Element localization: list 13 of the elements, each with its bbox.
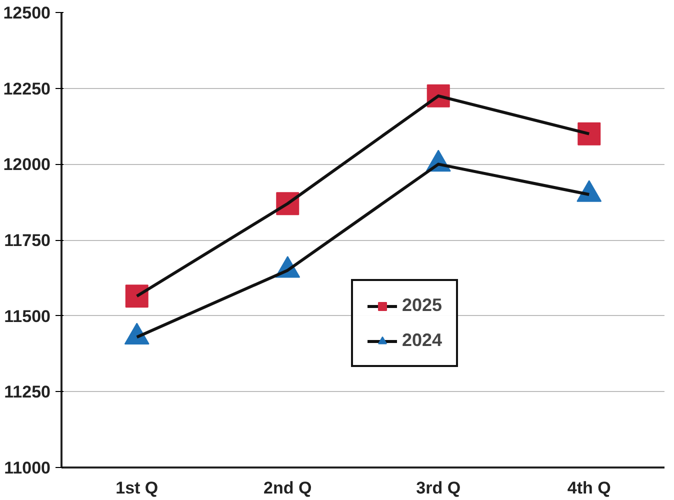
y-tick-label: 12250 bbox=[3, 79, 51, 98]
y-tick-label: 11000 bbox=[4, 458, 51, 478]
y-tick-label: 12000 bbox=[3, 155, 51, 174]
x-tick-label: 1st Q bbox=[116, 478, 158, 498]
x-tick-label: 2nd Q bbox=[264, 478, 312, 498]
y-tick-label: 11500 bbox=[4, 306, 51, 326]
y-tick-label: 11750 bbox=[4, 231, 51, 250]
x-tick-label: 4th Q bbox=[567, 478, 611, 498]
legend-label: 2024 bbox=[402, 330, 442, 351]
y-tick-label: 12500 bbox=[3, 4, 51, 22]
y-tick-label: 11250 bbox=[4, 382, 51, 402]
x-tick-label: 3rd Q bbox=[416, 478, 461, 498]
legend-label: 2025 bbox=[402, 295, 442, 316]
